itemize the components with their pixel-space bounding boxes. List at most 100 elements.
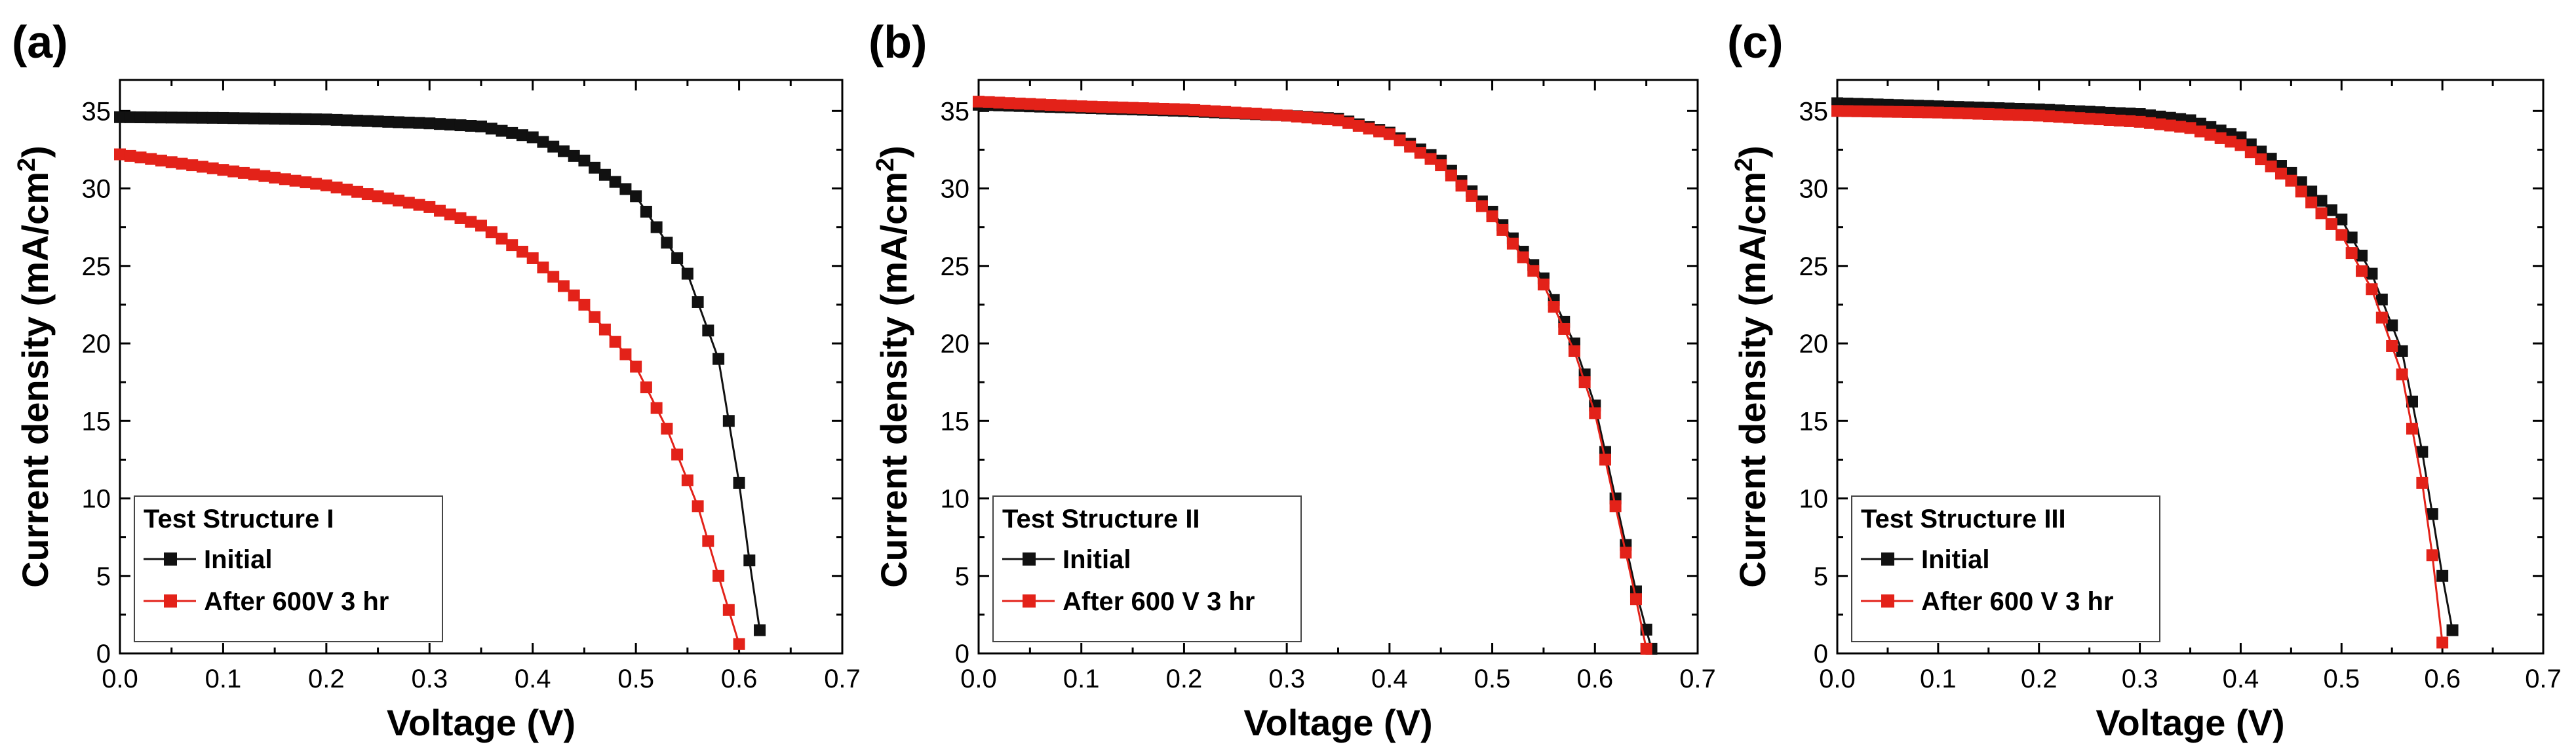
y-tick-label: 30 xyxy=(1799,175,1829,204)
y-tick-label: 0 xyxy=(955,640,969,668)
x-axis-label: Voltage (V) xyxy=(1243,702,1432,743)
data-point xyxy=(227,165,240,178)
data-point xyxy=(1892,106,1904,118)
data-point xyxy=(1578,376,1591,389)
series-after-600-v-3-hr xyxy=(1831,105,2449,649)
data-point xyxy=(640,206,652,218)
data-point xyxy=(206,111,219,124)
data-point xyxy=(485,123,498,135)
x-tick-label: 0.2 xyxy=(2021,665,2058,693)
data-point xyxy=(310,113,322,126)
data-point xyxy=(1281,109,1293,122)
data-point xyxy=(2406,423,2418,435)
data-point xyxy=(1831,105,1843,117)
data-point xyxy=(2305,185,2318,198)
data-point xyxy=(1445,169,1457,182)
data-point xyxy=(1630,593,1642,606)
data-point xyxy=(2375,294,2388,306)
data-point xyxy=(382,192,395,204)
data-point xyxy=(2436,570,2449,582)
data-point xyxy=(372,190,384,203)
data-point xyxy=(2204,128,2217,141)
data-point xyxy=(983,96,995,108)
series-after-600-v-3-hr xyxy=(973,96,1652,655)
data-point xyxy=(2053,111,2065,123)
data-point xyxy=(733,476,745,489)
data-point xyxy=(2416,476,2429,489)
data-point xyxy=(568,289,580,301)
chart-panel: (a) 0.0 0.1 0.2 0.3 0.4 0.5 0.6 0.7 0 5 10 15 20 25 30 3… xyxy=(12,16,861,743)
data-point xyxy=(661,423,673,435)
y-tick-label: 25 xyxy=(941,252,970,281)
data-point xyxy=(973,96,985,108)
legend-swatch-marker xyxy=(164,552,177,566)
data-point xyxy=(619,183,632,195)
y-tick-label: 20 xyxy=(82,330,111,358)
data-point xyxy=(2214,132,2227,144)
data-point xyxy=(1116,102,1129,114)
data-point xyxy=(1640,642,1652,655)
x-tick-label: 0.0 xyxy=(960,665,997,693)
data-point xyxy=(1321,113,1334,126)
data-point xyxy=(1609,500,1622,513)
data-point xyxy=(423,201,436,213)
y-tick-label: 35 xyxy=(1799,97,1829,126)
data-point xyxy=(712,353,725,365)
data-point xyxy=(1034,98,1047,111)
x-tick-label: 0.7 xyxy=(1679,665,1716,693)
data-point xyxy=(1486,210,1498,223)
data-point xyxy=(578,298,591,311)
x-tick-label: 0.4 xyxy=(1371,665,1408,693)
data-point xyxy=(134,111,147,123)
data-point xyxy=(2406,395,2418,408)
data-point xyxy=(320,113,332,126)
y-tick-label: 5 xyxy=(1814,562,1828,591)
data-point xyxy=(227,112,240,125)
y-axis-label: Current density (mA/cm2) xyxy=(1730,145,1773,588)
data-point xyxy=(1383,128,1395,140)
x-tick-label: 0.0 xyxy=(1819,665,1856,693)
data-point xyxy=(2375,311,2388,324)
data-point xyxy=(702,535,714,547)
data-point xyxy=(2386,339,2398,352)
data-point xyxy=(722,415,735,427)
data-point xyxy=(258,112,271,125)
data-point xyxy=(393,116,405,128)
data-point xyxy=(155,154,167,166)
legend-entry: Initial xyxy=(1921,545,1989,574)
y-tick-label: 35 xyxy=(941,97,970,126)
legend-entry: After 600 V 3 hr xyxy=(1921,587,2113,616)
data-point xyxy=(2356,265,2368,277)
data-point xyxy=(196,161,208,173)
data-point xyxy=(434,204,446,217)
data-point xyxy=(1902,106,1914,118)
data-point xyxy=(2386,319,2398,332)
data-point xyxy=(2335,229,2348,241)
y-axis-label: Current density (mA/cm2) xyxy=(13,145,56,588)
data-point xyxy=(598,323,611,336)
data-point xyxy=(1962,107,1975,120)
data-point xyxy=(1558,322,1571,335)
y-tick-label: 10 xyxy=(82,485,111,514)
data-point xyxy=(661,237,673,249)
data-point xyxy=(1589,407,1601,419)
data-point xyxy=(1044,99,1057,111)
data-point xyxy=(2295,176,2307,189)
data-point xyxy=(526,131,539,144)
data-point xyxy=(402,117,415,129)
x-tick-label: 0.3 xyxy=(2122,665,2158,693)
y-tick-label: 10 xyxy=(1799,485,1829,514)
data-point xyxy=(2194,125,2206,138)
data-point xyxy=(372,115,384,128)
x-tick-label: 0.7 xyxy=(2525,665,2562,693)
data-point xyxy=(186,111,199,124)
data-point xyxy=(1096,101,1108,113)
data-point xyxy=(2143,117,2156,129)
data-point xyxy=(496,233,508,245)
data-point xyxy=(1942,107,1955,119)
data-point xyxy=(712,570,725,582)
data-point xyxy=(330,113,343,126)
data-point xyxy=(454,119,467,132)
data-point xyxy=(568,149,580,162)
x-tick-label: 0.6 xyxy=(1576,665,1613,693)
